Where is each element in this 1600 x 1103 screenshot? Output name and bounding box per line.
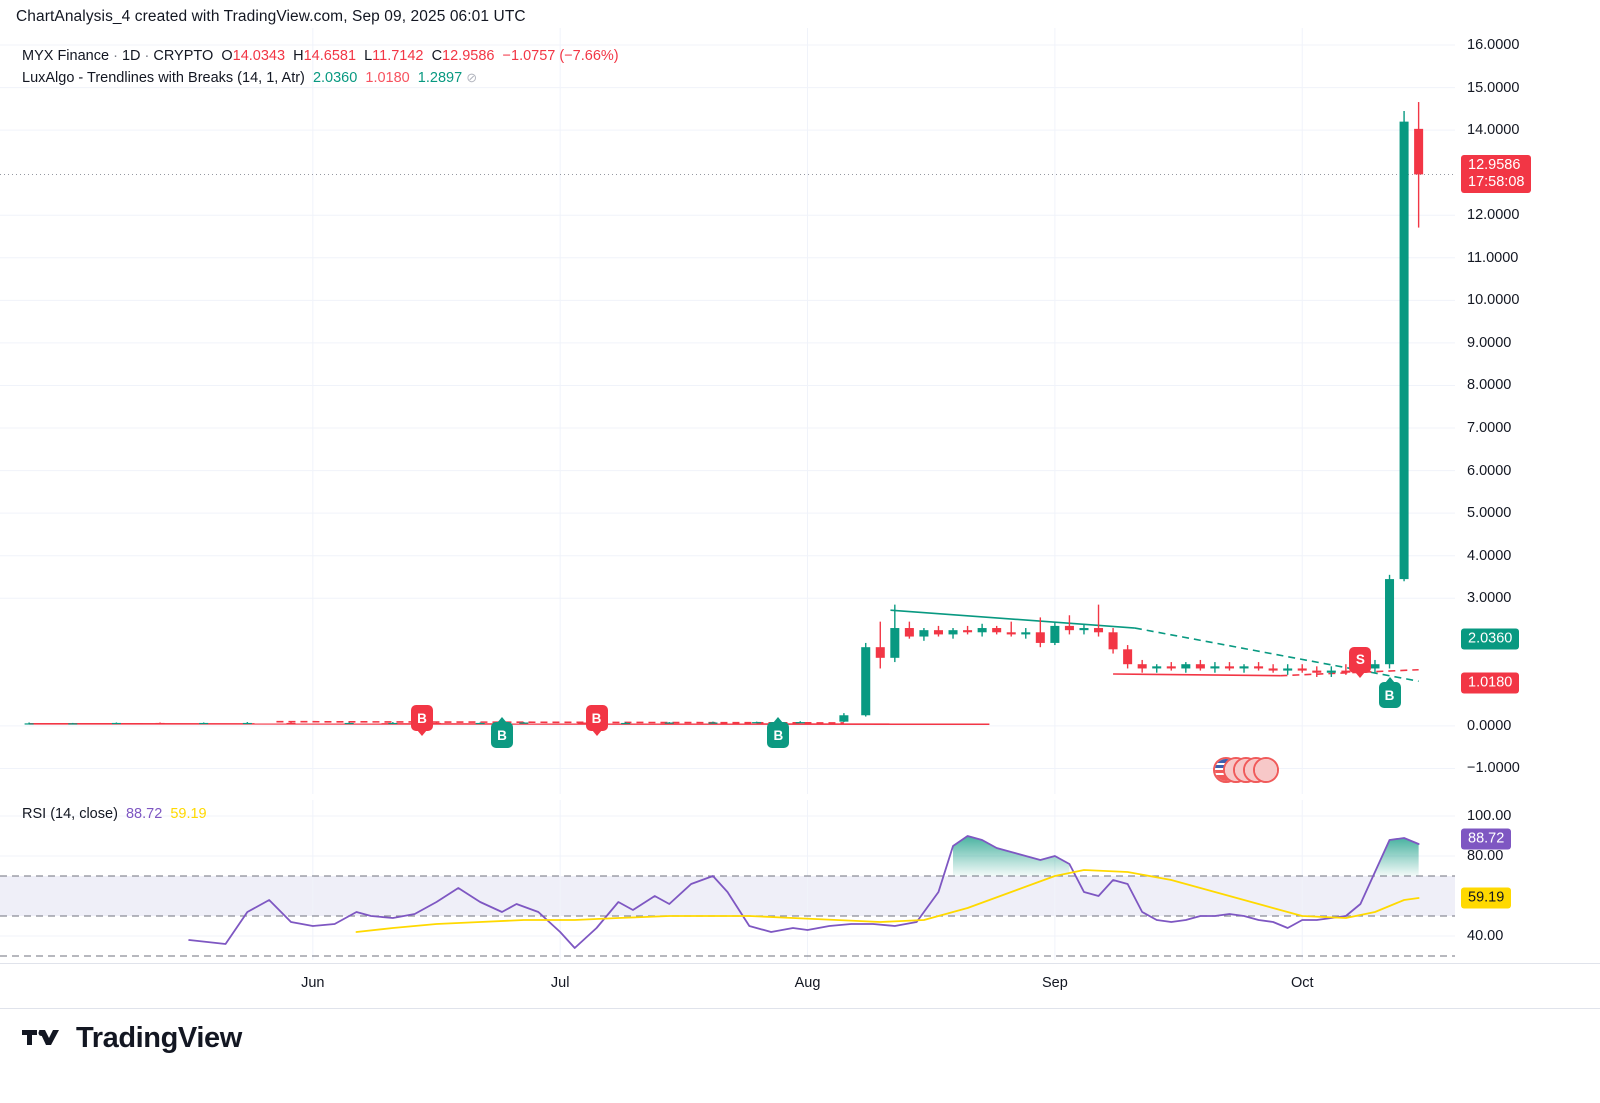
rsi-title[interactable]: RSI (14, close) bbox=[22, 806, 118, 822]
change-value: −1.0757 bbox=[502, 48, 556, 64]
price-axis-tick: 6.0000 bbox=[1467, 462, 1512, 479]
price-axis-tick: 12.0000 bbox=[1467, 207, 1520, 224]
rsi-axis-tick: 100.00 bbox=[1467, 808, 1512, 824]
axis-separator bbox=[0, 963, 1600, 964]
price-axis-tick: 4.0000 bbox=[1467, 547, 1512, 564]
price-axis-tick: 0.0000 bbox=[1467, 717, 1512, 734]
time-axis-tick: Jul bbox=[550, 975, 570, 991]
price-axis-tick: 10.0000 bbox=[1467, 292, 1520, 309]
time-axis-tick: Aug bbox=[794, 975, 821, 991]
price-axis-tick: 14.0000 bbox=[1467, 122, 1520, 139]
close-label: C bbox=[431, 48, 443, 64]
tradingview-logo-icon bbox=[22, 1026, 64, 1052]
rsi-value: 88.72 bbox=[125, 806, 163, 822]
chart-legend: MYX Finance · 1D · CRYPTO O14.0343 H14.6… bbox=[22, 46, 619, 89]
symbol-interval[interactable]: 1D bbox=[121, 48, 141, 64]
low-label: L bbox=[364, 48, 373, 64]
low-value: 11.7142 bbox=[372, 48, 424, 64]
indicator-value-3: 1.2897 bbox=[417, 70, 463, 86]
indicator-value-1: 2.0360 bbox=[312, 70, 358, 86]
rsi-axis-tick: 40.00 bbox=[1467, 928, 1504, 944]
price-axis-tick: 9.0000 bbox=[1467, 334, 1512, 351]
tradingview-brand-text: TradingView bbox=[76, 1022, 242, 1054]
current-price-value: 12.9586 bbox=[1468, 157, 1521, 174]
high-value: 14.6581 bbox=[303, 48, 357, 64]
price-axis-tick: 5.0000 bbox=[1467, 505, 1512, 522]
price-scale-axis[interactable]: 16.0000 15.0000 14.0000 12.0000 11.0000 10.00… bbox=[1455, 0, 1600, 1003]
coin-stack-emoji bbox=[1213, 757, 1279, 783]
rsi-chart-svg bbox=[0, 800, 1455, 960]
symbol-legend-row[interactable]: MYX Finance · 1D · CRYPTO O14.0343 H14.6… bbox=[22, 48, 619, 64]
rsi-axis-tick: 80.00 bbox=[1467, 848, 1504, 864]
price-axis-tick: −1.0000 bbox=[1467, 760, 1520, 777]
change-percent: (−7.66%) bbox=[559, 48, 619, 64]
rsi-indicator-pane[interactable] bbox=[0, 800, 1455, 960]
chart-marker-b-0[interactable]: B bbox=[410, 705, 433, 732]
current-price-badge[interactable]: 12.9586 17:58:08 bbox=[1461, 155, 1532, 194]
rsi-ma-value: 59.19 bbox=[170, 806, 207, 822]
price-axis-tick: 8.0000 bbox=[1467, 377, 1512, 394]
price-axis-tick: 3.0000 bbox=[1467, 590, 1512, 607]
symbol-exchange: CRYPTO bbox=[153, 48, 214, 64]
time-axis-tick: Sep bbox=[1041, 975, 1068, 991]
tradingview-footer-logo[interactable]: TradingView bbox=[22, 1022, 242, 1055]
time-axis-tick: Jun bbox=[301, 975, 325, 991]
price-axis-tick: 16.0000 bbox=[1467, 37, 1520, 54]
symbol-name[interactable]: MYX Finance bbox=[22, 48, 110, 64]
price-axis-tick: 15.0000 bbox=[1467, 79, 1520, 96]
lower-trendline-badge[interactable]: 1.0180 bbox=[1461, 672, 1520, 694]
indicator-title[interactable]: LuxAlgo - Trendlines with Breaks (14, 1,… bbox=[22, 70, 305, 86]
chart-marker-b-3[interactable]: B bbox=[767, 722, 790, 749]
close-value: 12.9586 bbox=[442, 48, 495, 64]
time-axis-tick: Oct bbox=[1290, 975, 1314, 991]
rsi-legend[interactable]: RSI (14, close) 88.72 59.19 bbox=[22, 806, 207, 822]
price-axis-tick: 7.0000 bbox=[1467, 420, 1512, 437]
price-chart-pane[interactable] bbox=[0, 28, 1455, 794]
chart-marker-b-2[interactable]: B bbox=[585, 705, 608, 732]
rsi-value-badge[interactable]: 88.72 bbox=[1461, 828, 1512, 850]
footer-separator bbox=[0, 1008, 1600, 1009]
indicator-value-2: 1.0180 bbox=[365, 70, 410, 86]
price-chart-svg bbox=[0, 28, 1455, 794]
bar-countdown-timer: 17:58:08 bbox=[1468, 174, 1525, 191]
time-scale-axis[interactable]: Jun Jul Aug Sep Oct bbox=[0, 963, 1600, 1008]
price-axis-tick: 11.0000 bbox=[1467, 249, 1519, 266]
upper-trendline-badge[interactable]: 2.0360 bbox=[1461, 628, 1520, 650]
hide-indicator-icon[interactable]: ⊘ bbox=[466, 70, 478, 85]
rsi-ma-value-badge[interactable]: 59.19 bbox=[1461, 887, 1512, 909]
coin-icon bbox=[1253, 757, 1279, 783]
chart-marker-b-1[interactable]: B bbox=[490, 722, 513, 749]
chart-watermark-title: ChartAnalysis_4 created with TradingView… bbox=[16, 8, 526, 25]
indicator-legend-row[interactable]: LuxAlgo - Trendlines with Breaks (14, 1,… bbox=[22, 67, 619, 89]
high-label: H bbox=[293, 48, 304, 64]
chart-marker-b-5[interactable]: B bbox=[1378, 682, 1401, 709]
open-label: O bbox=[221, 48, 233, 64]
chart-marker-s-4[interactable]: S bbox=[1349, 646, 1372, 673]
open-value: 14.0343 bbox=[232, 48, 286, 64]
